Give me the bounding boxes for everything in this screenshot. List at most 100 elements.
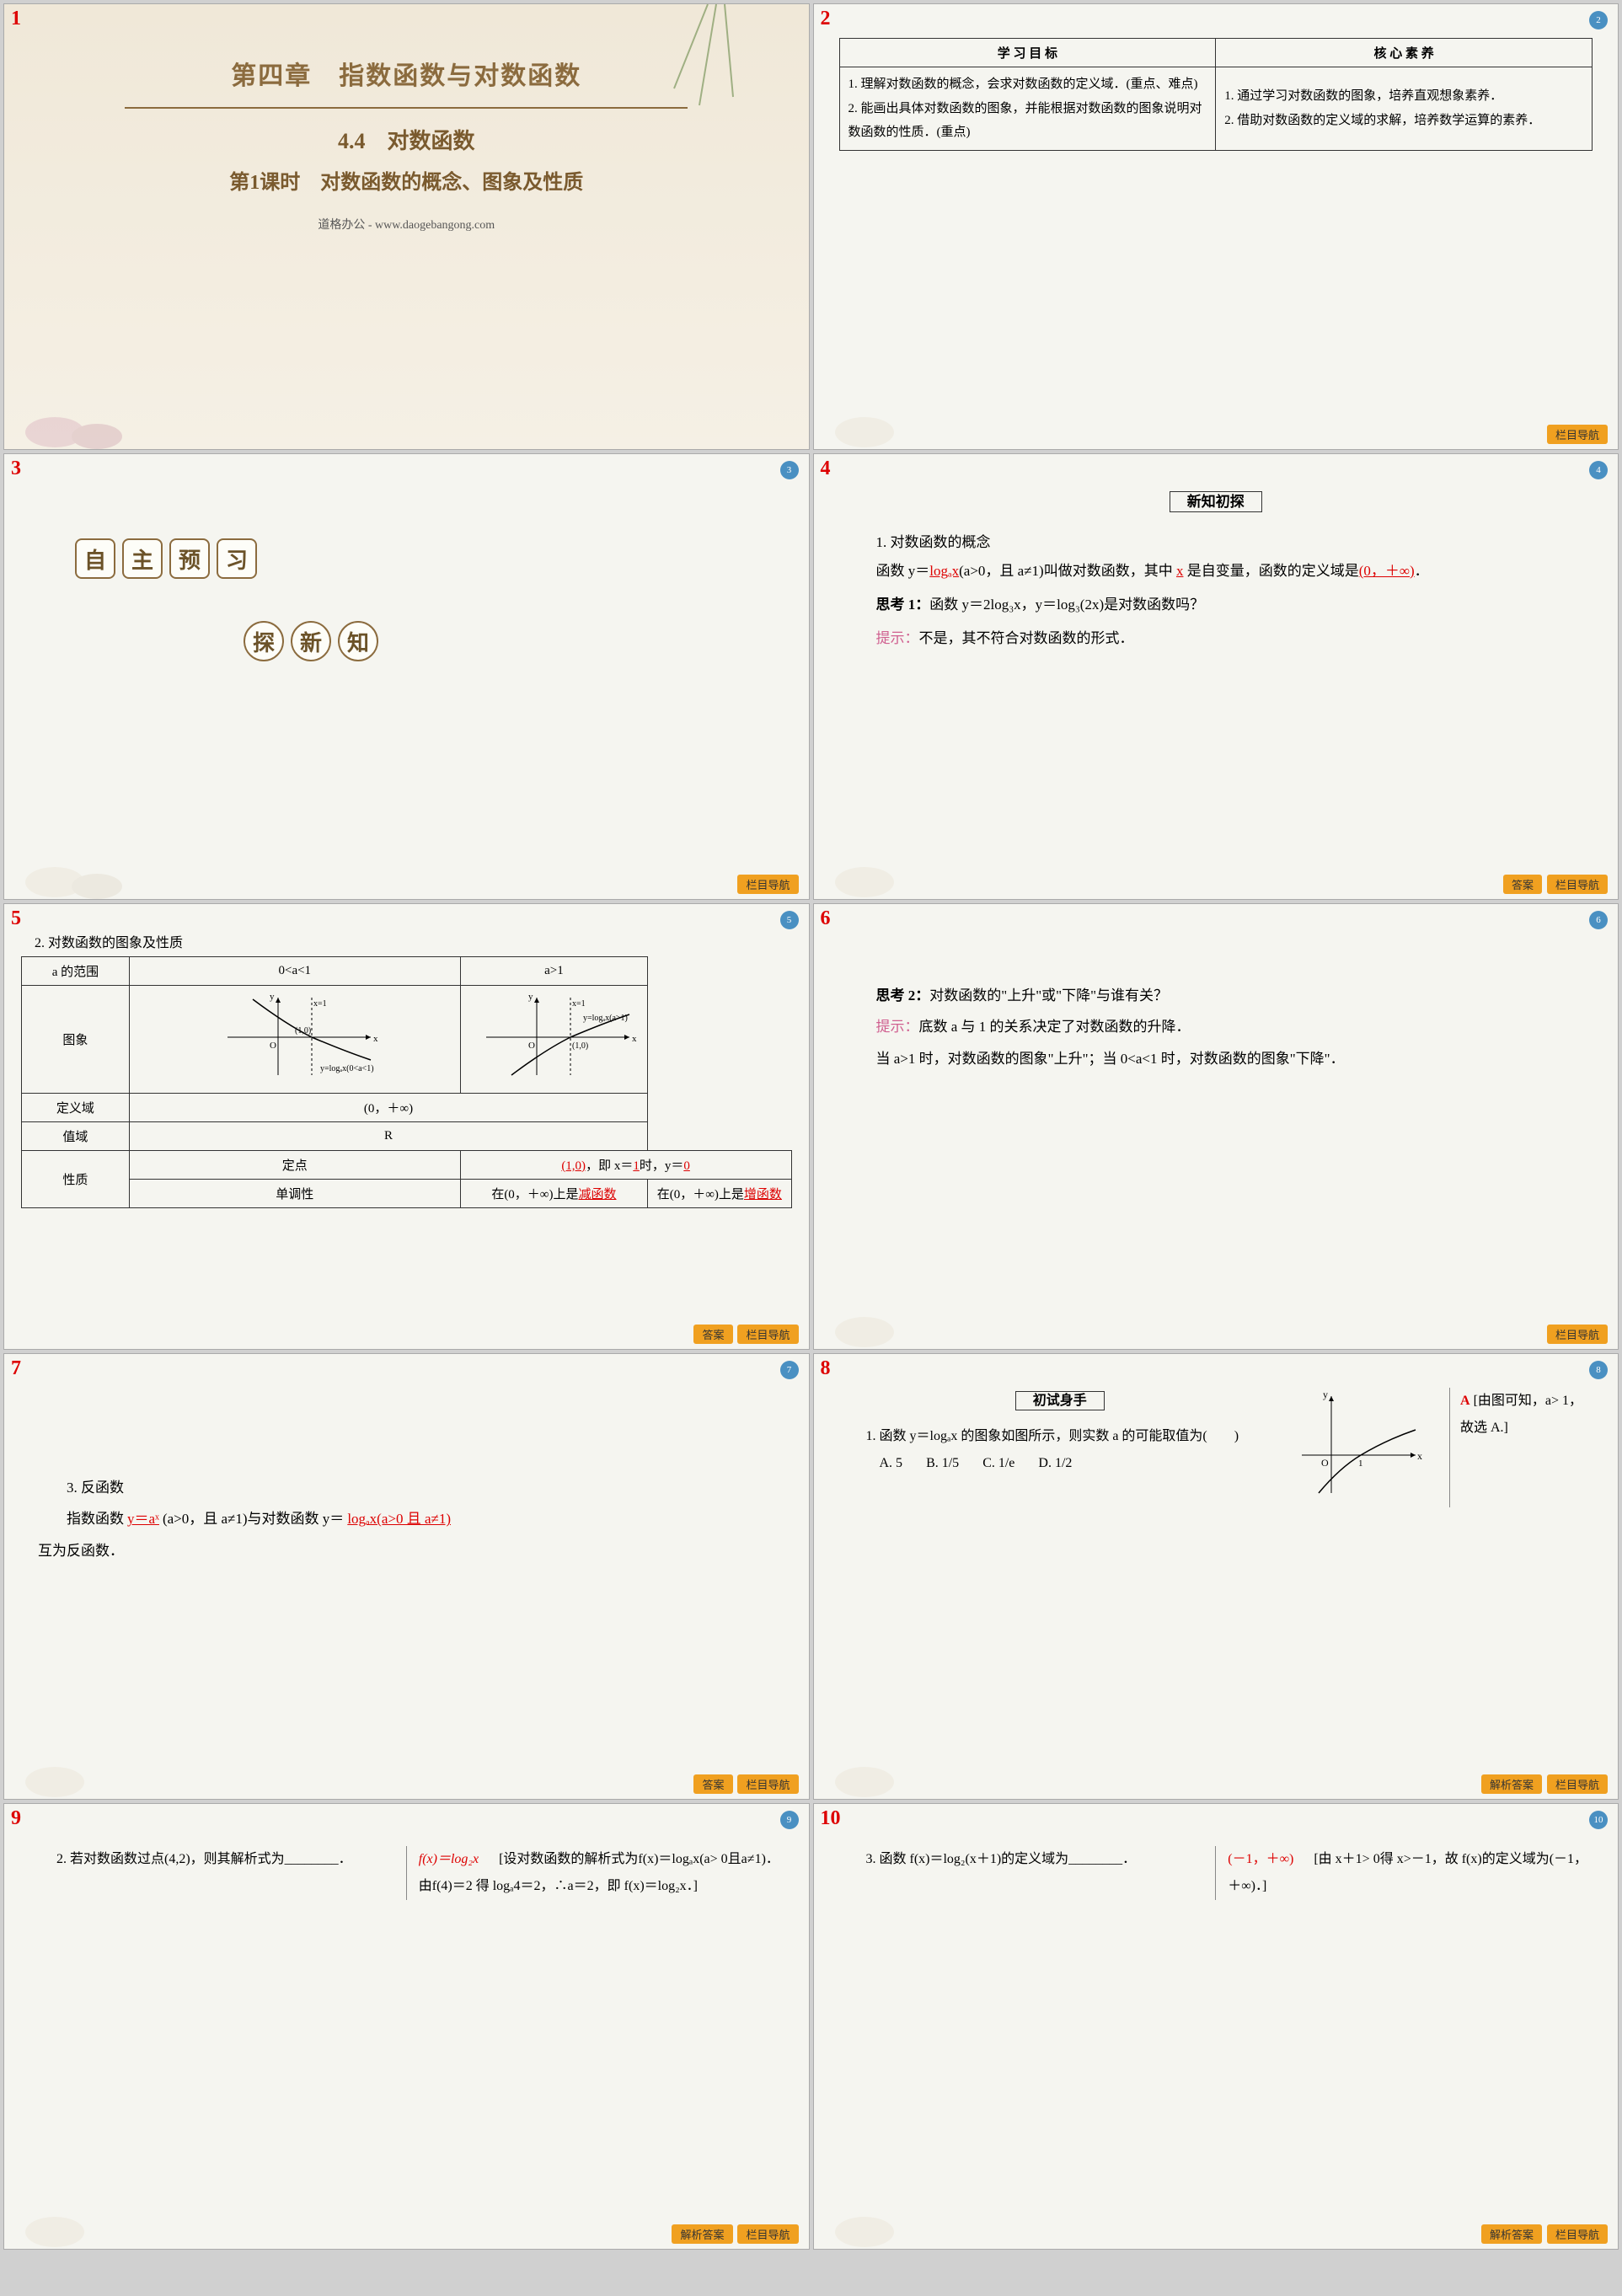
lotus-decoration	[814, 348, 966, 449]
properties-table: a 的范围0<a<1a>1 图象 xyOx=1(1,0)y=logₐx(0<a<…	[21, 956, 792, 1208]
graph-panel: x y O 1	[1289, 1388, 1441, 1507]
slide-number: 3	[11, 458, 21, 480]
svg-text:(1,0): (1,0)	[572, 1041, 588, 1051]
slide-9: 9 9 2. 若对数函数过点(4,2)，则其解析式为________． f(x)…	[3, 1803, 810, 2250]
goals-table: 学 习 目 标 核 心 素 养 1. 理解对数函数的概念，会求对数函数的定义域．…	[839, 38, 1593, 151]
slide-number: 6	[821, 907, 831, 930]
lotus-decoration	[4, 1698, 156, 1799]
svg-text:y=logₐx(a>1): y=logₐx(a>1)	[583, 1014, 628, 1023]
svg-text:O: O	[1321, 1457, 1329, 1469]
title-char: 探	[244, 621, 284, 661]
title-row-1: 自主预习	[72, 538, 809, 579]
concept-body: 函数 y＝logₐx(a>0，且 a≠1)叫做对数函数，其中 x 是自变量，函数…	[848, 557, 1585, 586]
svg-text:x: x	[1417, 1450, 1422, 1462]
title-char: 知	[338, 621, 378, 661]
page-badge: 6	[1589, 911, 1608, 929]
th-goal: 学 习 目 标	[839, 39, 1216, 67]
footer-nav[interactable]: 栏目导航	[1547, 425, 1608, 444]
answer-letter: A	[1460, 1394, 1470, 1408]
footer-answer[interactable]: 解析答案	[1481, 1774, 1542, 1794]
lotus-decoration	[814, 2148, 966, 2249]
title-char: 自	[75, 538, 115, 579]
page-badge: 10	[1589, 1811, 1608, 1829]
svg-text:y=logₐx(0<a<1): y=logₐx(0<a<1)	[320, 1064, 374, 1073]
th-core: 核 心 素 养	[1216, 39, 1593, 67]
svg-text:x: x	[632, 1034, 637, 1044]
svg-text:(1,0): (1,0)	[295, 1026, 311, 1036]
answer-main: (－1，＋∞)	[1228, 1852, 1293, 1866]
fill-2: x	[1176, 563, 1184, 579]
section-heading: 初试身手	[1015, 1391, 1105, 1410]
willow-decoration	[624, 4, 792, 139]
answer-panel: A [由图可知，a> 1，故选 A.]	[1449, 1388, 1593, 1507]
page-badge: 2	[1589, 11, 1608, 29]
lotus-decoration	[4, 2148, 156, 2249]
section-heading: 新知初探	[1170, 491, 1262, 512]
hint-text: 不是，其不符合对数函数的形式．	[919, 630, 1134, 646]
footer-answer[interactable]: 答案	[693, 1325, 732, 1344]
slide-6: 6 6 思考 2：对数函数的"上升"或"下降"与谁有关？ 提示：底数 a 与 1…	[813, 903, 1619, 1350]
think-label: 思考 1：	[876, 597, 930, 613]
page-badge: 9	[780, 1811, 799, 1829]
footer-answer[interactable]: 解析答案	[1481, 2224, 1542, 2244]
fill-3: (0，＋∞)	[1359, 563, 1415, 579]
answer-panel: (－1，＋∞) [由 x＋1> 0得 x>－1，故 f(x)的定义域为(－1，＋…	[1215, 1846, 1593, 1900]
slide-3: 3 3 自主预习 探新知 栏目导航	[3, 453, 810, 900]
slide-2: 2 2 学 习 目 标 核 心 素 养 1. 理解对数函数的概念，会求对数函数的…	[813, 3, 1619, 450]
slide-grid: 1 第四章 指数函数与对数函数 4.4 对数函数 第1课时 对数函数的概念、图象…	[0, 0, 1622, 2253]
footer-nav[interactable]: 栏目导航	[737, 1774, 798, 1794]
section-title: 3. 反函数	[38, 1472, 775, 1503]
svg-text:y: y	[1323, 1389, 1328, 1400]
core-cell: 1. 通过学习对数函数的图象，培养直观想象素养． 2. 借助对数函数的定义域的求…	[1216, 67, 1593, 151]
graph-increasing: xyOx=1(1,0)y=logₐx(a>1)	[460, 986, 647, 1094]
slide-4: 4 4 新知初探 1. 对数函数的概念 函数 y＝logₐx(a>0，且 a≠1…	[813, 453, 1619, 900]
page-badge: 5	[780, 911, 799, 929]
footer-nav[interactable]: 栏目导航	[1547, 2224, 1608, 2244]
footer-nav[interactable]: 栏目导航	[737, 1325, 798, 1344]
slide-number: 1	[11, 8, 21, 30]
lotus-decoration	[4, 348, 156, 449]
svg-text:O: O	[528, 1041, 535, 1051]
slide-number: 10	[821, 1807, 841, 1830]
title-char: 预	[169, 538, 210, 579]
goal-cell: 1. 理解对数函数的概念，会求对数函数的定义域．(重点、难点) 2. 能画出具体…	[839, 67, 1216, 151]
slide-number: 2	[821, 8, 831, 30]
slide-number: 9	[11, 1807, 21, 1830]
title-char: 主	[122, 538, 163, 579]
lotus-decoration	[814, 1698, 966, 1799]
lotus-decoration	[4, 798, 156, 899]
footer-answer[interactable]: 答案	[1503, 875, 1542, 894]
footer-nav[interactable]: 栏目导航	[1547, 875, 1608, 894]
hint-label: 提示：	[876, 630, 919, 646]
lesson-title: 第1课时 对数函数的概念、图象及性质	[55, 167, 758, 199]
footer-answer[interactable]: 答案	[693, 1774, 732, 1794]
svg-text:y: y	[528, 992, 533, 1002]
svg-text:1: 1	[1358, 1458, 1363, 1469]
question: 1. 函数 y＝logₐx 的图象如图所示，则实数 a 的可能取值为( )	[839, 1423, 1282, 1450]
hint-text: 底数 a 与 1 的关系决定了对数函数的升降．	[919, 1019, 1191, 1035]
footer-nav[interactable]: 栏目导航	[1547, 1774, 1608, 1794]
slide-number: 7	[11, 1357, 21, 1380]
footer-nav[interactable]: 栏目导航	[737, 875, 798, 894]
hint-label: 提示：	[876, 1019, 919, 1035]
page-badge: 7	[780, 1361, 799, 1379]
title-char: 新	[291, 621, 331, 661]
answer-text: [由图可知，a> 1，故选 A.]	[1460, 1394, 1582, 1435]
svg-text:O: O	[270, 1041, 276, 1051]
question: 2. 若对数函数过点(4,2)，则其解析式为________．	[29, 1846, 394, 1900]
svg-text:x=1: x=1	[313, 999, 327, 1009]
fill-2: logₐx(a>0 且 a≠1)	[344, 1511, 454, 1527]
options: A. 5 B. 1/5 C. 1/e D. 1/2	[839, 1450, 1282, 1477]
footer-answer[interactable]: 解析答案	[672, 2224, 732, 2244]
footer-nav[interactable]: 栏目导航	[737, 2224, 798, 2244]
answer-panel: f(x)＝log₂x [设对数函数的解析式为f(x)＝logₐx(a> 0且a≠…	[406, 1846, 784, 1900]
slide-number: 4	[821, 458, 831, 480]
slide-8: 8 8 初试身手 1. 函数 y＝logₐx 的图象如图所示，则实数 a 的可能…	[813, 1353, 1619, 1800]
slide-10: 10 10 3. 函数 f(x)＝log₂(x＋1)的定义域为________．…	[813, 1803, 1619, 2250]
footer-nav[interactable]: 栏目导航	[1547, 1325, 1608, 1344]
concept-title: 1. 对数函数的概念	[848, 528, 1585, 557]
body-text: 当 a>1 时，对数函数的图象"上升"；当 0<a<1 时，对数函数的图象"下降…	[848, 1043, 1585, 1074]
title-row-2: 探新知	[240, 621, 809, 661]
page-badge: 8	[1589, 1361, 1608, 1379]
watermark: 道格办公 - www.daogebangong.com	[55, 216, 758, 233]
